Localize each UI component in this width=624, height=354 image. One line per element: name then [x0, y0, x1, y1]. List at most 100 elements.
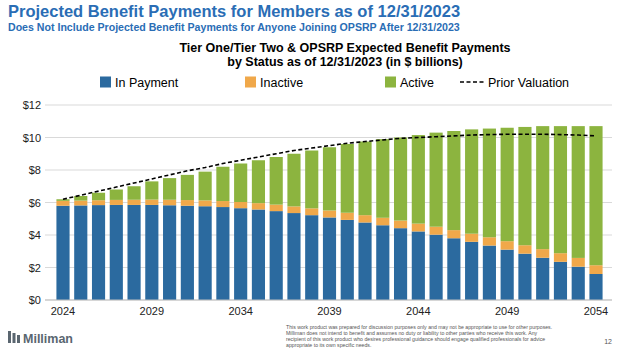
bar	[483, 246, 496, 300]
x-tick-label: 2044	[406, 305, 430, 317]
bar	[199, 200, 212, 206]
x-tick-label: 2024	[51, 305, 75, 317]
page-number: 12	[604, 338, 612, 345]
logo-icon	[8, 331, 11, 343]
bar	[199, 206, 212, 300]
bar	[74, 205, 87, 300]
bar	[181, 206, 194, 300]
bar	[536, 126, 549, 249]
bar	[199, 172, 212, 201]
bar	[56, 206, 69, 300]
x-tick-label: 2029	[140, 305, 164, 317]
bar	[216, 167, 229, 201]
bar	[74, 201, 87, 206]
bar	[341, 213, 354, 220]
bar	[430, 227, 443, 235]
bar	[287, 154, 300, 207]
chart-title: by Status as of 12/31/2023 (in $ billion…	[227, 55, 463, 69]
bar	[127, 205, 140, 300]
logo-icon	[17, 335, 20, 343]
bar	[110, 205, 123, 300]
bar	[483, 237, 496, 245]
page: Projected Benefit Payments for Members a…	[0, 0, 624, 354]
legend: In PaymentInactiveActivePrior Valuation	[100, 76, 569, 90]
bar	[501, 128, 514, 241]
bar	[447, 131, 460, 230]
legend-swatch	[245, 77, 256, 88]
bar	[216, 201, 229, 207]
chart-title: Tier One/Tier Two & OPSRP Expected Benef…	[179, 41, 510, 55]
grid-line	[45, 105, 612, 106]
x-tick-label: 2049	[495, 305, 519, 317]
bar	[430, 235, 443, 300]
x-axis	[45, 300, 612, 301]
bar	[323, 210, 336, 217]
bar	[430, 133, 443, 227]
bar	[554, 253, 567, 262]
bar	[447, 230, 460, 238]
bar	[287, 213, 300, 300]
y-tick-label: $12	[23, 99, 41, 111]
bar	[127, 186, 140, 199]
legend-swatch	[100, 77, 111, 88]
bar	[447, 238, 460, 300]
bar	[536, 258, 549, 300]
legend-swatch	[460, 81, 484, 83]
bar	[163, 205, 176, 300]
bar	[554, 126, 567, 253]
line	[63, 134, 596, 199]
bar	[341, 144, 354, 213]
bar	[412, 231, 425, 300]
page-subtitle: Does Not Include Projected Benefit Payme…	[8, 21, 460, 33]
bar	[252, 209, 265, 300]
x-tick-label: 2054	[584, 305, 608, 317]
legend-label: In Payment	[115, 76, 179, 90]
bar	[572, 258, 585, 267]
bar	[110, 190, 123, 200]
bar	[234, 202, 247, 208]
page-title: Projected Benefit Payments for Members a…	[8, 2, 460, 20]
bar	[394, 228, 407, 300]
bar	[358, 215, 371, 222]
bar	[216, 207, 229, 300]
bar	[305, 208, 318, 215]
bar	[92, 205, 105, 300]
bar	[252, 160, 265, 203]
y-tick-label: $2	[29, 262, 41, 274]
bar	[483, 129, 496, 238]
bar	[376, 218, 389, 225]
x-tick-label: 2034	[228, 305, 252, 317]
marks	[56, 126, 602, 300]
bar	[92, 200, 105, 205]
bar	[323, 147, 336, 210]
bar	[518, 254, 531, 300]
bar	[412, 224, 425, 232]
bar	[589, 126, 602, 265]
bar	[358, 142, 371, 216]
bar	[270, 157, 283, 205]
logo: Milliman	[8, 331, 73, 346]
bar	[518, 127, 531, 245]
bar	[252, 203, 265, 209]
bar	[145, 205, 158, 300]
disclaimer: appropriate to its own specific needs.	[286, 342, 371, 348]
bar	[181, 175, 194, 200]
legend-label: Active	[400, 76, 434, 90]
bar	[394, 221, 407, 229]
bar	[518, 245, 531, 253]
y-tick-label: $6	[29, 197, 41, 209]
bar	[163, 200, 176, 206]
bar	[270, 205, 283, 212]
bar	[92, 193, 105, 200]
bar	[181, 200, 194, 206]
bar	[323, 217, 336, 300]
logo-icon	[13, 333, 16, 343]
bar	[270, 211, 283, 300]
bar	[145, 200, 158, 205]
bar	[234, 164, 247, 203]
bar	[501, 241, 514, 249]
x-tick-label: 2039	[317, 305, 341, 317]
bar	[501, 250, 514, 300]
bar	[56, 199, 69, 201]
legend-swatch	[385, 77, 396, 88]
